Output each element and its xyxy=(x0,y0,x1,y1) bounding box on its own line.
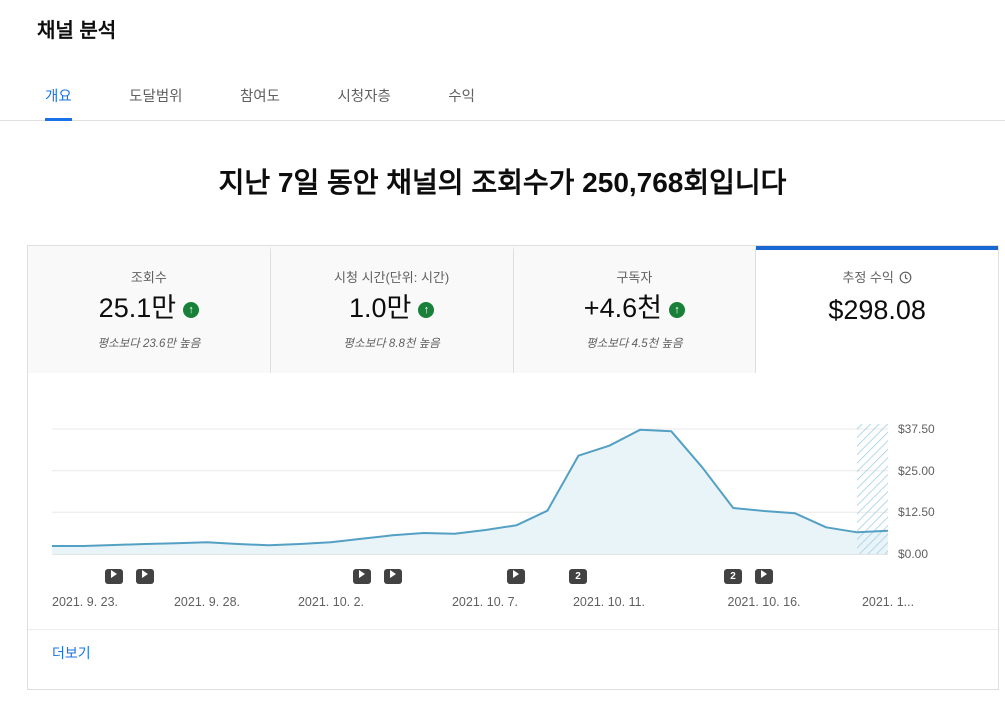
tab-engagement[interactable]: 참여도 xyxy=(239,89,280,105)
video-marker-icon[interactable] xyxy=(353,569,371,584)
panel-footer: 더보기 xyxy=(28,629,998,689)
clock-icon xyxy=(899,271,912,288)
page-title: 채널 분석 xyxy=(37,20,117,42)
revenue-chart xyxy=(52,419,889,559)
analytics-panel: 조회수 25.1만 ↑ 평소보다 23.6만 높음 시청 시간(단위: 시간) 1… xyxy=(27,245,999,690)
metric-label: 추정 수익 xyxy=(756,270,998,288)
metric-value: $298.08 xyxy=(828,295,926,325)
metric-card-estimated-revenue[interactable]: 추정 수익 $298.08 xyxy=(756,246,998,373)
up-arrow-icon: ↑ xyxy=(183,302,200,318)
y-tick-label: $37.50 xyxy=(898,422,935,436)
video-count-badge[interactable]: 2 xyxy=(569,569,587,584)
metric-card-watch-time[interactable]: 시청 시간(단위: 시간) 1.0만 ↑ 평소보다 8.8천 높음 xyxy=(270,246,514,373)
metric-label: 시청 시간(단위: 시간) xyxy=(334,270,450,285)
y-tick-label: $0.00 xyxy=(898,547,929,561)
up-arrow-icon: ↑ xyxy=(418,302,435,318)
video-marker-icon[interactable] xyxy=(384,569,402,584)
x-tick-label: 2021. 10. 16. xyxy=(727,595,801,609)
x-tick-label: 2021. 9. 23. xyxy=(52,595,119,609)
video-marker-icon[interactable] xyxy=(755,569,773,584)
metric-value: 25.1만 xyxy=(98,293,177,323)
tab-reach[interactable]: 도달범위 xyxy=(129,89,183,105)
see-more-link[interactable]: 더보기 xyxy=(52,645,91,661)
metric-label-text: 추정 수익 xyxy=(842,270,894,285)
x-tick-label: 2021. 10. 2. xyxy=(297,595,365,609)
tab-revenue[interactable]: 수익 xyxy=(448,89,475,105)
video-marker-icon[interactable] xyxy=(507,569,525,584)
summary-headline: 지난 7일 동안 채널의 조회수가 250,768회입니다 xyxy=(218,167,787,198)
video-count-badge[interactable]: 2 xyxy=(724,569,742,584)
analytics-tabs: 개요 도달범위 참여도 시청자층 수익 xyxy=(0,88,1005,121)
metric-cards-row: 조회수 25.1만 ↑ 평소보다 23.6만 높음 시청 시간(단위: 시간) 1… xyxy=(28,246,998,373)
metric-label: 구독자 xyxy=(616,270,653,285)
metric-card-views[interactable]: 조회수 25.1만 ↑ 평소보다 23.6만 높음 xyxy=(28,246,271,373)
metric-subtext: 평소보다 23.6만 높음 xyxy=(97,338,201,350)
video-marker-icon[interactable] xyxy=(105,569,123,584)
metric-value: 1.0만 xyxy=(348,293,412,323)
chart-y-axis: $37.50 $25.00 $12.50 $0.00 xyxy=(898,419,993,561)
metric-subtext: 평소보다 4.5천 높음 xyxy=(586,338,683,350)
metric-card-subscribers[interactable]: 구독자 +4.6천 ↑ 평소보다 4.5천 높음 xyxy=(513,246,757,373)
y-tick-label: $12.50 xyxy=(898,505,935,519)
x-tick-label: 2021. 1... xyxy=(861,595,915,609)
video-marker-icon[interactable] xyxy=(136,569,154,584)
metric-value: +4.6천 xyxy=(583,293,662,323)
x-tick-label: 2021. 10. 11. xyxy=(572,595,646,609)
metric-label: 조회수 xyxy=(130,270,167,285)
x-tick-label: 2021. 10. 7. xyxy=(451,595,519,609)
y-tick-label: $25.00 xyxy=(898,464,935,478)
channel-analytics-page: 채널 분석 개요 도달범위 참여도 시청자층 수익 지난 7일 동안 채널의 조… xyxy=(0,20,1005,690)
tab-audience[interactable]: 시청자층 xyxy=(337,89,391,105)
metric-subtext: 평소보다 8.8천 높음 xyxy=(343,338,440,350)
tab-overview[interactable]: 개요 xyxy=(45,89,72,121)
up-arrow-icon: ↑ xyxy=(668,302,685,318)
x-tick-label: 2021. 9. 28. xyxy=(173,595,241,609)
